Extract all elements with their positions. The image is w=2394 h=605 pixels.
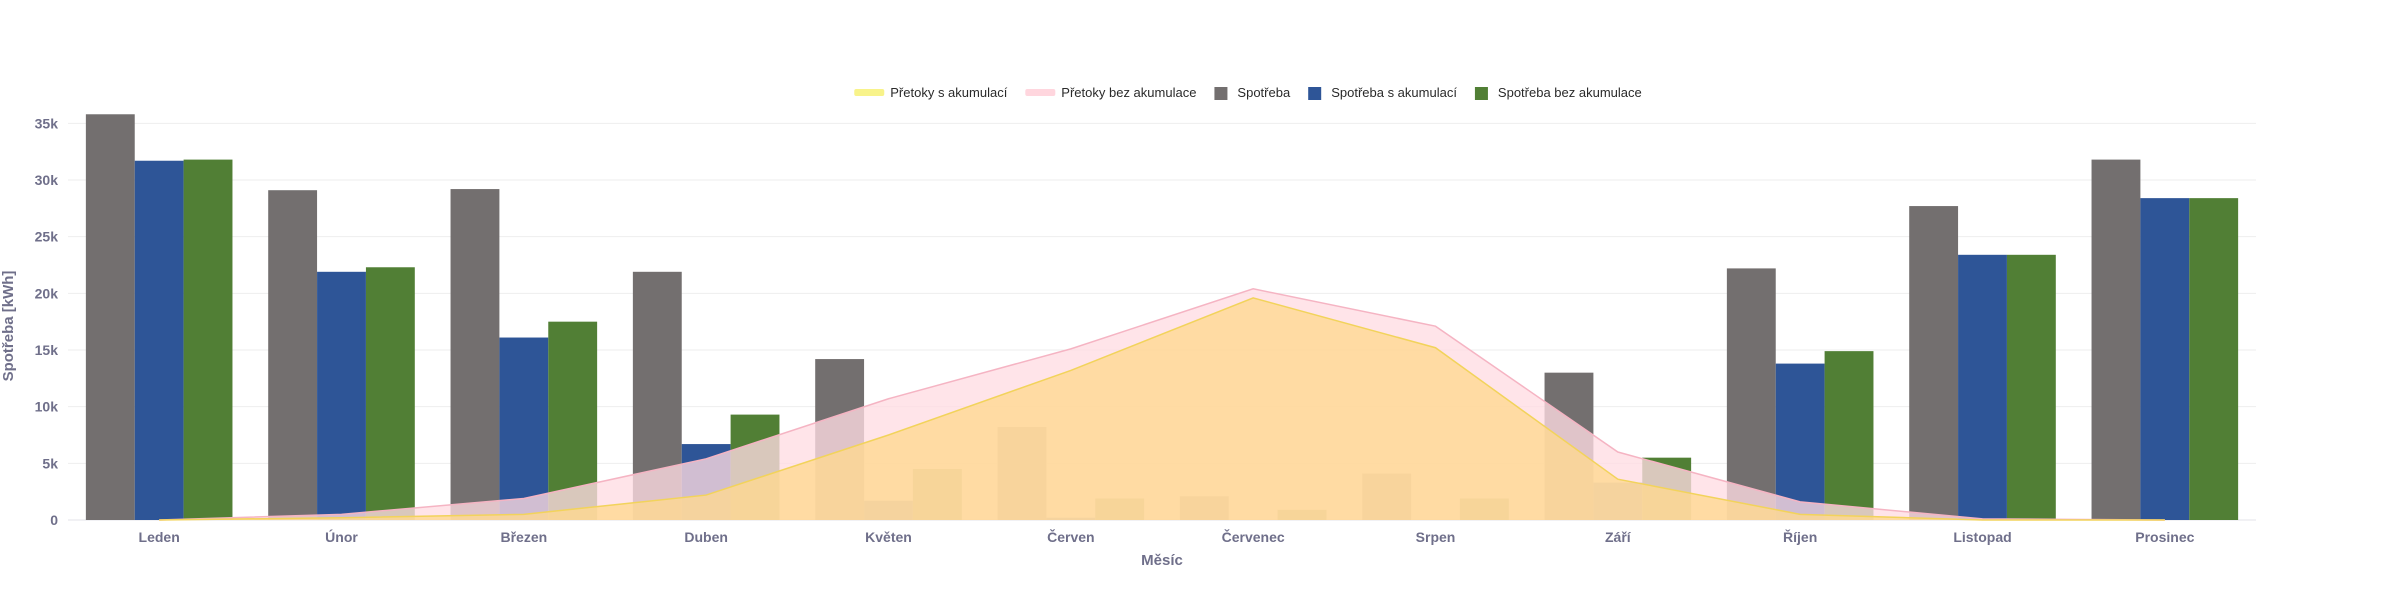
bar-spotřeba-bez-akumulace[interactable]: [365, 267, 415, 520]
line-přetoky-s-akumulací: [159, 297, 2165, 521]
legend-swatch: [1214, 87, 1228, 100]
legend-swatch: [854, 89, 885, 96]
legend-label: Přetoky s akumulací: [890, 85, 1007, 100]
axis-layer: 0 5k 10k 15k 20k 25k 30k 35k Leden Únor Březen Dube…: [35, 115, 2195, 545]
y-tick-label: 20k: [35, 285, 59, 301]
area-layer: [159, 288, 2165, 521]
legend-swatch: [1025, 89, 1056, 96]
x-axis-title: Měsíc: [1141, 552, 1183, 569]
bar-spotřeba-bez-akumulace[interactable]: [183, 159, 233, 520]
y-tick-label: 10k: [35, 399, 59, 415]
legend-item[interactable]: Přetoky bez akumulace: [1025, 85, 1196, 100]
x-tick-label: Listopad: [1953, 529, 2011, 545]
legend-label: Spotřeba: [1237, 85, 1291, 100]
legend-item[interactable]: Spotřeba s akumulací: [1308, 85, 1457, 100]
x-tick-label: Srpen: [1416, 529, 1456, 545]
bar-spotřeba-s-akumulací[interactable]: [1775, 363, 1825, 520]
bar-spotřeba[interactable]: [2091, 159, 2141, 520]
x-tick-label: Červen: [1047, 528, 1094, 545]
legend-swatch: [1474, 87, 1488, 100]
legend-item[interactable]: Spotřeba bez akumulace: [1474, 85, 1642, 100]
bar-spotřeba[interactable]: [1909, 206, 1959, 521]
bar-spotřeba[interactable]: [85, 114, 135, 521]
y-axis-title: Spotřeba [kWh]: [0, 271, 17, 382]
legend-item[interactable]: Přetoky s akumulací: [854, 85, 1008, 100]
bar-spotřeba-bez-akumulace[interactable]: [2006, 254, 2056, 521]
y-tick-label: 25k: [35, 229, 59, 245]
area-přetoky-s-akumulací: [159, 297, 2165, 520]
y-tick-label: 35k: [35, 115, 59, 131]
y-tick-label: 5k: [42, 455, 58, 471]
y-tick-label: 30k: [35, 172, 59, 188]
x-tick-label: Leden: [139, 529, 180, 545]
bar-spotřeba[interactable]: [1726, 268, 1776, 520]
legend-label: Přetoky bez akumulace: [1061, 85, 1196, 100]
legend-item[interactable]: Spotřeba: [1214, 85, 1291, 100]
bar-spotřeba-bez-akumulace[interactable]: [1824, 351, 1874, 520]
x-tick-label: Prosinec: [2135, 529, 2194, 545]
x-tick-label: Únor: [325, 528, 358, 545]
line-přetoky-bez-akumulace: [159, 288, 2165, 521]
x-tick-label: Říjen: [1783, 528, 1817, 545]
bar-spotřeba-s-akumulací[interactable]: [2140, 198, 2190, 520]
legend-swatch: [1308, 87, 1322, 100]
bar-spotřeba[interactable]: [450, 189, 500, 521]
bar-spotřeba-s-akumulací[interactable]: [134, 160, 184, 520]
x-tick-label: Září: [1605, 529, 1632, 545]
x-tick-label: Červenec: [1222, 528, 1285, 545]
bar-spotřeba-bez-akumulace[interactable]: [2189, 198, 2239, 520]
bar-spotřeba-s-akumulací[interactable]: [1958, 254, 2007, 521]
bar-spotřeba-s-akumulací[interactable]: [317, 271, 366, 520]
x-tick-label: Květen: [865, 529, 912, 545]
bar-spotřeba[interactable]: [268, 190, 318, 520]
y-tick-label: 15k: [35, 342, 59, 358]
x-tick-label: Duben: [684, 529, 728, 545]
y-tick-label: 0: [50, 512, 58, 528]
legend[interactable]: Přetoky s akumulací Přetoky bez akumulace…: [854, 85, 1642, 100]
legend-label: Spotřeba bez akumulace: [1498, 85, 1642, 100]
bar-spotřeba-s-akumulací[interactable]: [499, 337, 549, 520]
x-tick-label: Březen: [500, 529, 547, 545]
legend-label: Spotřeba s akumulací: [1331, 85, 1457, 100]
